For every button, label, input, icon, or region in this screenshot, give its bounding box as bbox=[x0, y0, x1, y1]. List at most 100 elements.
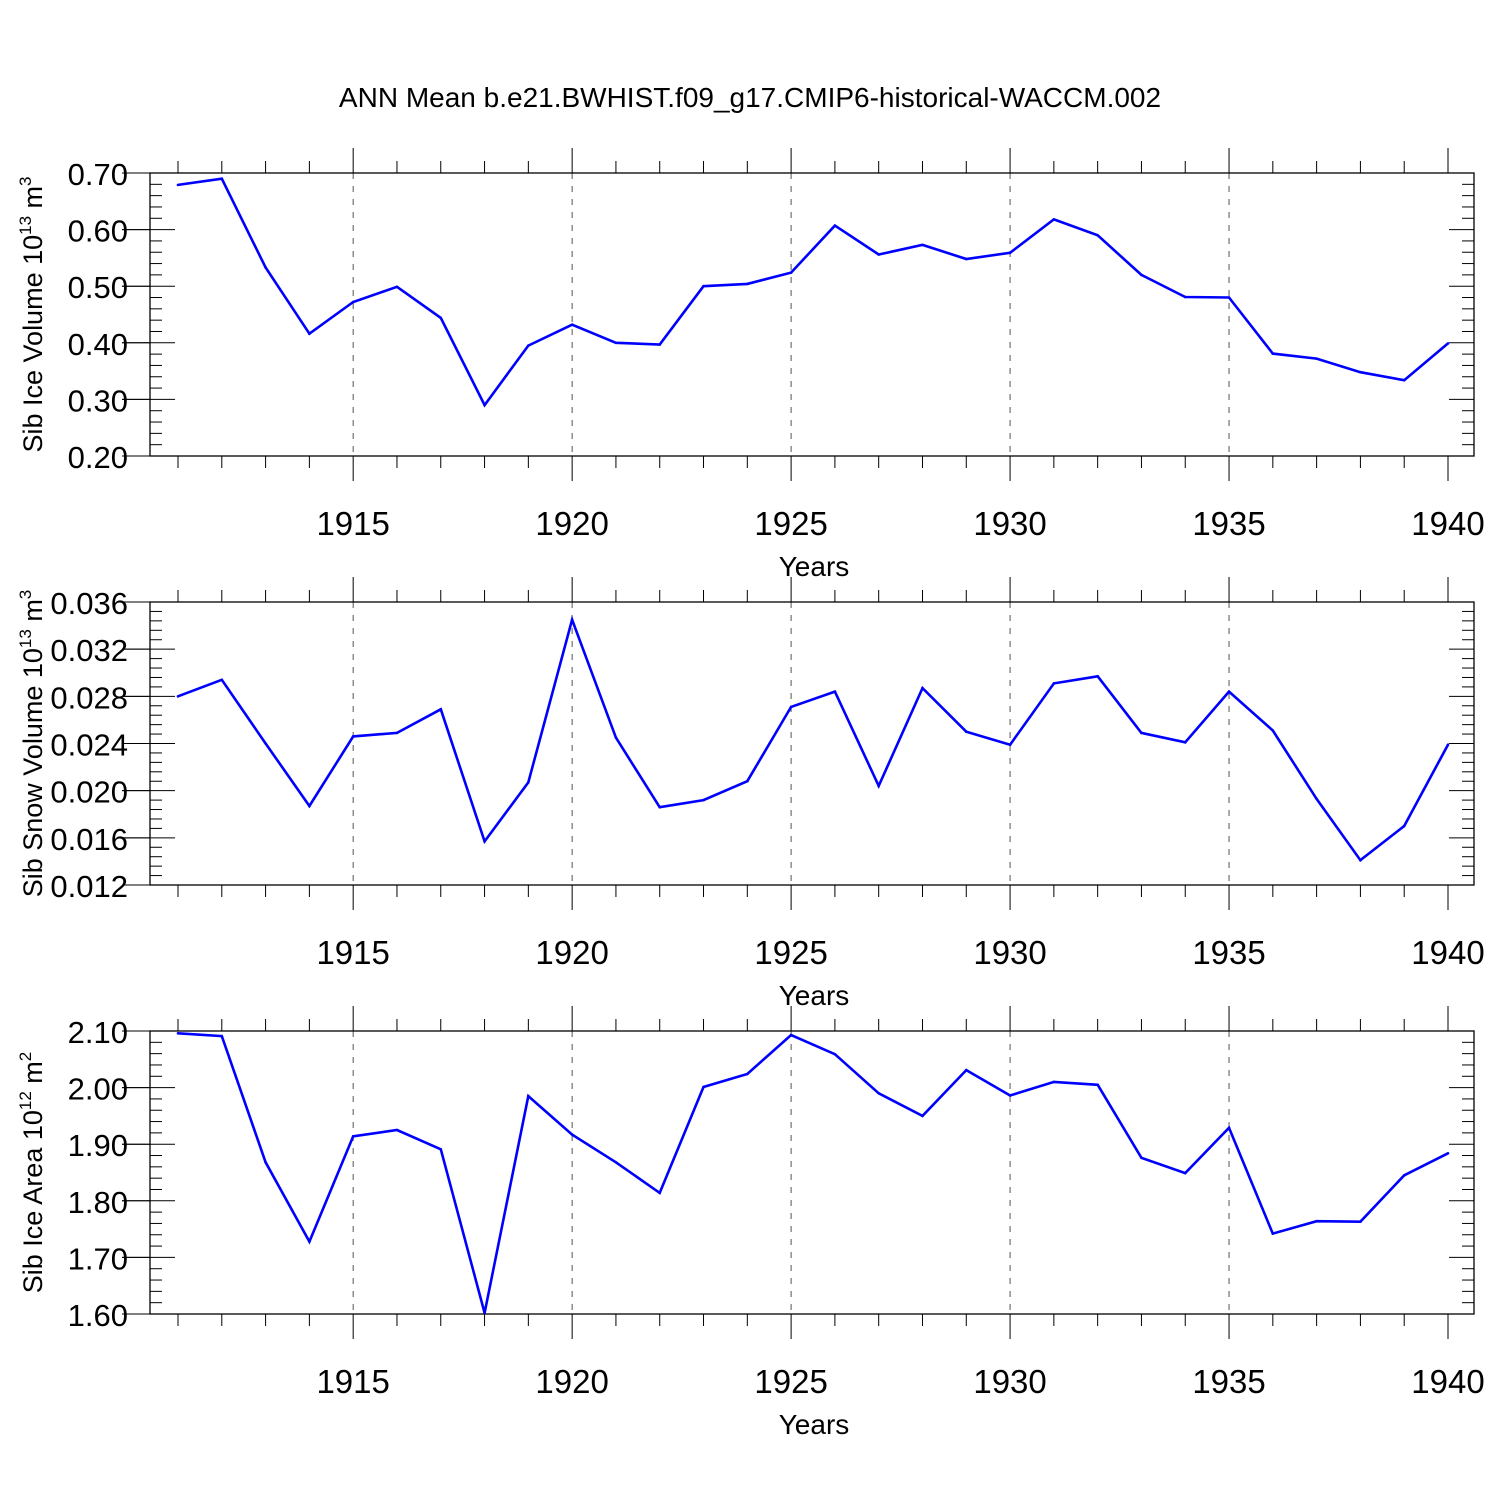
chart-3-xtick-label: 1930 bbox=[973, 1363, 1046, 1400]
chart-1-frame bbox=[149, 172, 1475, 457]
chart-2-point bbox=[308, 804, 311, 808]
chart-2-point bbox=[395, 731, 399, 735]
chart-2-point bbox=[1402, 824, 1406, 828]
chart-1-point bbox=[1227, 296, 1231, 299]
chart-2-xtick-label: 1915 bbox=[316, 934, 389, 971]
chart-3-point bbox=[833, 1052, 837, 1056]
chart-2-ytick-label: 0.024 bbox=[50, 728, 128, 763]
chart-3-point bbox=[483, 1311, 486, 1315]
chart-1-point bbox=[1140, 273, 1143, 277]
chart-1-point bbox=[1096, 233, 1099, 237]
chart-2-point bbox=[1052, 682, 1056, 685]
chart-2-point bbox=[439, 708, 443, 711]
chart-3-point bbox=[746, 1072, 749, 1076]
chart-1-point bbox=[439, 316, 443, 320]
chart-3-point bbox=[220, 1034, 224, 1038]
chart-1-xtick-label: 1920 bbox=[535, 505, 608, 542]
chart-3-ylabel: Sib Ice Area 1012 m2 bbox=[16, 1052, 48, 1294]
chart-2-point bbox=[264, 742, 267, 745]
chart-3-point bbox=[527, 1094, 530, 1098]
chart-2-ylabel: Sib Snow Volume 1013 m3 bbox=[16, 590, 48, 898]
chart-1-point bbox=[702, 284, 705, 288]
chart-2-xtick-label: 1920 bbox=[535, 934, 608, 971]
chart-2-xtick-label: 1935 bbox=[1192, 934, 1265, 971]
chart-1-point bbox=[1271, 352, 1275, 355]
chart-2-point bbox=[1140, 731, 1143, 735]
chart-1-point bbox=[614, 341, 618, 345]
chart-3-point bbox=[877, 1091, 880, 1095]
chart-3-point bbox=[1096, 1083, 1099, 1087]
chart-2-point bbox=[527, 781, 530, 784]
chart-2-point bbox=[964, 730, 968, 734]
chart-2-ytick-label: 0.032 bbox=[50, 633, 128, 668]
chart-3-point bbox=[964, 1068, 968, 1072]
chart-2-point bbox=[833, 690, 837, 693]
chart-1-point bbox=[351, 300, 355, 304]
chart-3-point bbox=[1052, 1080, 1056, 1084]
chart-2-point bbox=[1446, 743, 1450, 746]
chart-1-point bbox=[1052, 218, 1056, 221]
chart-3-point bbox=[395, 1128, 399, 1132]
chart-3-series-line bbox=[177, 1032, 1449, 1314]
chart-1-point bbox=[1008, 251, 1012, 255]
chart-3-point bbox=[1446, 1151, 1450, 1155]
chart-1-point bbox=[964, 257, 968, 261]
chart-1-point bbox=[395, 285, 399, 289]
chart-1-point bbox=[1402, 378, 1406, 382]
chart-2-point bbox=[789, 705, 793, 709]
chart-3-point bbox=[658, 1191, 662, 1195]
chart-3-point bbox=[921, 1114, 924, 1118]
chart-3-ytick-label: 1.60 bbox=[68, 1298, 128, 1333]
chart-3-xtick-label: 1925 bbox=[754, 1363, 827, 1400]
chart-1-point bbox=[921, 243, 924, 247]
chart-1-xtick-label: 1930 bbox=[973, 505, 1046, 542]
chart-2-point bbox=[483, 840, 486, 843]
chart-3-point bbox=[1271, 1232, 1275, 1235]
chart-3-ytick-label: 2.00 bbox=[68, 1072, 128, 1107]
chart-3-xtick-label: 1915 bbox=[316, 1363, 389, 1400]
chart-2-point bbox=[921, 686, 924, 690]
chart-1-series-line bbox=[177, 177, 1449, 408]
chart-1-ytick-label: 0.50 bbox=[68, 270, 128, 305]
chart-3-xlabel: Years bbox=[779, 1409, 850, 1440]
chart-1-ytick-label: 0.30 bbox=[68, 383, 128, 418]
chart-2-ytick-label: 0.020 bbox=[50, 775, 128, 810]
chart-2-point bbox=[1227, 690, 1231, 693]
chart-3-point bbox=[614, 1161, 618, 1164]
chart-1-ytick-label: 0.20 bbox=[68, 440, 128, 475]
chart-3-point bbox=[264, 1161, 267, 1164]
chart-3-xtick-label: 1940 bbox=[1411, 1363, 1484, 1400]
chart-1-point bbox=[570, 323, 574, 326]
chart-3-point bbox=[789, 1033, 793, 1037]
chart-2-point bbox=[351, 735, 355, 738]
chart-1-xlabel: Years bbox=[779, 551, 850, 582]
chart-2-point bbox=[1008, 743, 1012, 746]
chart-3-point bbox=[1008, 1094, 1012, 1097]
chart-2-series-line bbox=[177, 615, 1450, 863]
chart-1-point bbox=[220, 177, 224, 180]
chart-3-point bbox=[702, 1085, 705, 1089]
chart-1-point bbox=[176, 183, 180, 187]
chart-3-point bbox=[1227, 1126, 1231, 1130]
chart-2-xtick-label: 1940 bbox=[1411, 934, 1484, 971]
chart-3-point bbox=[351, 1134, 355, 1138]
chart-3-ytick-label: 1.70 bbox=[68, 1241, 128, 1276]
chart-1-xtick-label: 1915 bbox=[316, 505, 389, 542]
chart-2-point bbox=[1271, 729, 1275, 732]
chart-2-ytick-label: 0.036 bbox=[50, 586, 128, 621]
chart-1-xtick-label: 1940 bbox=[1411, 505, 1484, 542]
page-title: ANN Mean b.e21.BWHIST.f09_g17.CMIP6-hist… bbox=[338, 82, 1162, 113]
chart-2-point bbox=[877, 784, 880, 788]
chart-1-xtick-label: 1935 bbox=[1192, 505, 1265, 542]
chart-2-ytick-label: 0.028 bbox=[50, 680, 128, 715]
chart-3-point bbox=[308, 1240, 311, 1243]
chart-3-point bbox=[176, 1031, 180, 1035]
chart-2-ytick-label: 0.016 bbox=[50, 822, 128, 857]
chart-2-point bbox=[746, 779, 749, 783]
chart-1-point bbox=[483, 403, 486, 407]
chart-1-point bbox=[833, 224, 837, 227]
chart-2-ytick-label: 0.012 bbox=[50, 869, 128, 904]
chart-1-ytick-label: 0.70 bbox=[68, 157, 128, 192]
chart-3-ytick-label: 1.90 bbox=[68, 1128, 128, 1163]
chart-1-point bbox=[1446, 342, 1450, 345]
